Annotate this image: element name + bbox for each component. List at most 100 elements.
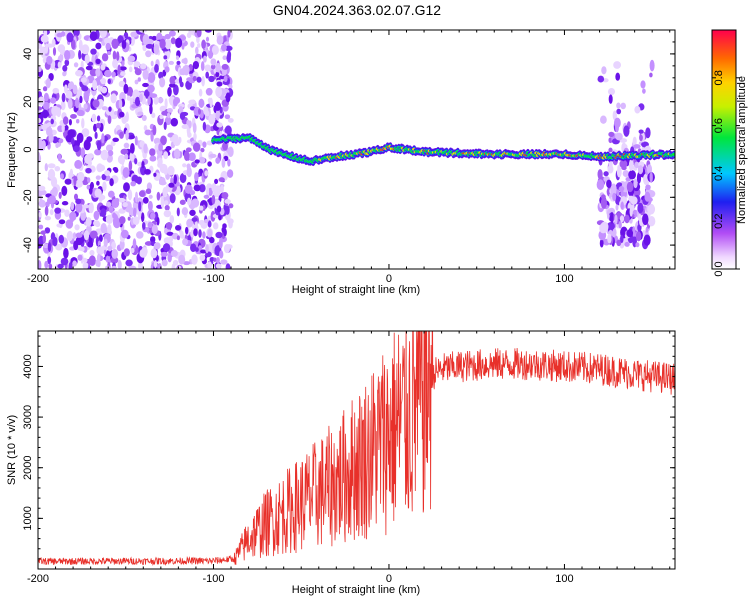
spectrogram-cell [98, 164, 106, 172]
spectrogram-cell [101, 133, 105, 144]
colorbar-gradient [711, 29, 737, 270]
spectrogram-cell [127, 55, 136, 63]
spectrogram-cell [201, 75, 205, 87]
spectrogram-cell [95, 175, 101, 180]
spectrogram-cell [164, 200, 169, 206]
spectrogram-cell [81, 85, 89, 92]
spectrogram-cell [84, 54, 90, 64]
spectrogram-cell [220, 184, 224, 194]
spectrogram-cell [96, 140, 102, 151]
spectrogram-cell [205, 36, 210, 42]
spectrogram-cell [205, 87, 213, 96]
spectrogram-cell [61, 123, 65, 133]
spectrogram-cell [188, 152, 196, 162]
spectrogram-cell [81, 128, 90, 137]
spectrogram-cell [99, 30, 108, 38]
spectrogram-cell [98, 99, 104, 108]
spectrogram-cell [134, 191, 139, 203]
spectrogram-cell [110, 140, 116, 147]
spectrogram-cell [86, 184, 91, 190]
spectrogram-cell [38, 96, 45, 106]
spectrogram-cell [158, 142, 163, 152]
spectrogram-cell [85, 217, 92, 227]
spectrogram-cell [138, 190, 146, 197]
spectrogram-cell [154, 63, 159, 73]
spectrogram-cell [108, 106, 112, 112]
spectrogram-cell [228, 220, 233, 229]
spectrogram-cell [207, 97, 212, 104]
spectrogram-cell [42, 86, 48, 92]
spectrogram-cell [626, 229, 634, 238]
spectrogram-cell [51, 38, 56, 48]
spectrogram-cell [70, 113, 77, 119]
spectrogram-cell [65, 219, 74, 229]
spectrogram-cell [56, 107, 62, 118]
spectrogram-cell [169, 215, 175, 224]
spectrogram-cell [101, 173, 107, 181]
spectrogram-cell [96, 180, 100, 186]
spectrogram-cell [615, 204, 619, 211]
spectrogram-cell [107, 224, 112, 235]
spectrogram-cell [192, 60, 200, 70]
spectrogram-cell [167, 86, 172, 97]
spectrogram-cell [215, 157, 221, 164]
spectrogram-cell [151, 112, 156, 119]
spectrogram-cell [58, 234, 65, 244]
spectrogram-cell [165, 222, 173, 230]
spectrogram-cell [642, 88, 646, 94]
spectrogram-cell [599, 223, 607, 234]
spectrogram-cell [75, 198, 82, 205]
spectrogram-cell [186, 218, 193, 228]
spectrogram-cell [57, 153, 61, 162]
snr-y-tick-label: 2000 [22, 455, 34, 479]
spectrogram-cell [164, 98, 168, 109]
spectrogram-cell [169, 76, 176, 85]
spectrogram-cell [153, 96, 159, 105]
spectrogram-cell [168, 83, 176, 88]
spectrogram-cell [75, 236, 83, 246]
spectrogram-cell [184, 184, 193, 194]
spectrogram-cell [145, 188, 152, 195]
colorbar-tick-label: 0.0 [713, 261, 725, 276]
spectrogram-cell [89, 249, 95, 256]
spectrogram-cell [150, 212, 156, 220]
spectrogram-cell [85, 167, 92, 174]
spectrogram-cell [87, 177, 91, 184]
spectrogram-cell [74, 159, 83, 169]
spectrogram-cell [200, 147, 205, 153]
spectrogram-cell [127, 189, 133, 201]
spectrogram-cell [45, 77, 51, 89]
spectrogram-cell [222, 223, 227, 229]
spectrogram-cell [128, 265, 137, 269]
spectrogram-cell [198, 88, 203, 97]
spectrogram-cell [183, 150, 190, 162]
spectrogram-cell [52, 236, 58, 247]
spectrogram-cell [52, 87, 60, 94]
spectrogram-cell [42, 101, 50, 110]
spectrogram-cell [153, 43, 160, 55]
spectrogram-cell [623, 125, 630, 137]
spectrogram-cell [608, 147, 613, 153]
spectrogram-cell [170, 117, 179, 127]
spectrogram-cell [213, 257, 217, 263]
spectrogram-cell [156, 191, 161, 201]
spectrogram-cell [649, 59, 655, 72]
colorbar-label: Normalized spectral amplitude [736, 76, 748, 224]
spectrogram-cell [80, 246, 85, 252]
spectrogram-cell [83, 204, 90, 209]
spectrogram-cell [92, 79, 98, 91]
spectrogram-cell [147, 221, 153, 229]
spectrogram-cell [118, 111, 125, 118]
spectrogram-cell [66, 32, 74, 43]
spectrogram-cell [142, 44, 147, 52]
spectrogram-cell [104, 69, 112, 78]
spectrogram-cell [178, 76, 183, 85]
spectrogram-cell [52, 47, 57, 56]
spectrogram-cell [147, 72, 156, 84]
spectrogram-cell [56, 223, 63, 228]
spectrogram-cell [196, 30, 202, 38]
spectrogram-cell [153, 242, 161, 250]
spectrogram-cell [194, 220, 199, 231]
spectrogram-cell [62, 116, 69, 125]
spectrogram-cell [170, 249, 178, 257]
